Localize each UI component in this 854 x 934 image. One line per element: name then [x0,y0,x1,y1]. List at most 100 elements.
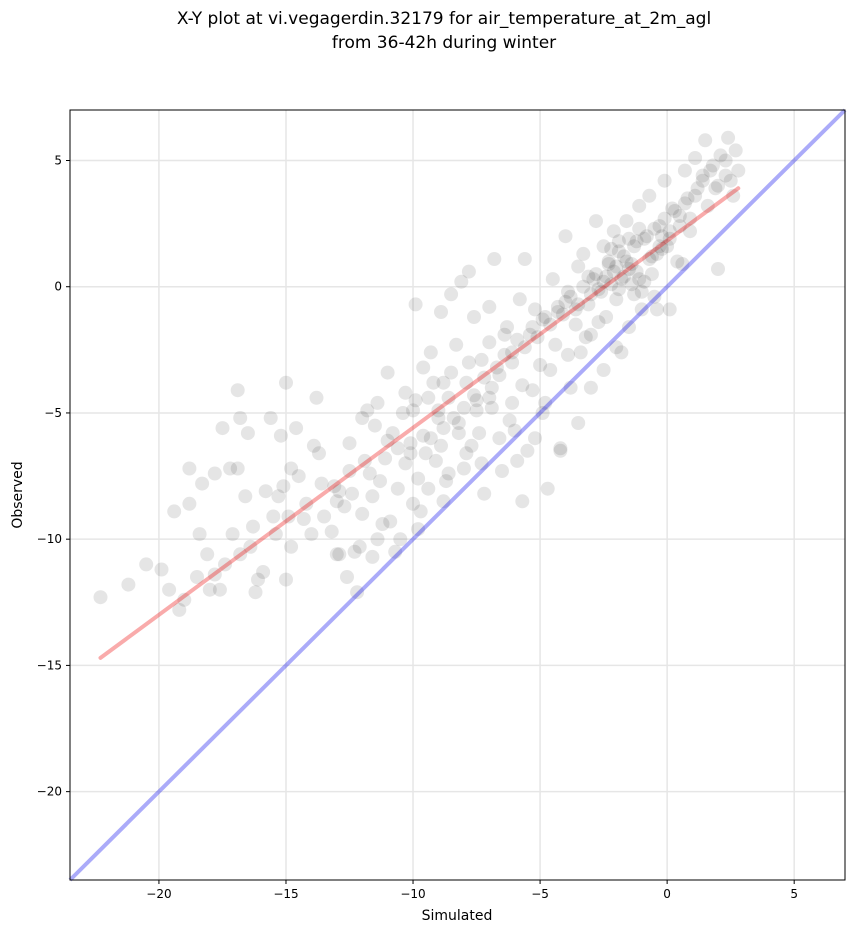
scatter-point [428,453,443,468]
scatter-point [441,466,456,481]
scatter-point [355,411,370,425]
scatter-point [665,201,680,216]
scatter-point [601,254,616,269]
scatter-point [93,590,108,605]
scatter-point [550,305,565,319]
scatter-point [591,315,606,330]
scatter-point [708,181,723,196]
scatter-point [632,198,647,213]
scatter-point [233,547,248,562]
scatter-point [718,168,733,183]
scatter-point [596,239,611,254]
scatter-point [632,221,647,236]
scatter-point [390,441,405,456]
scatter-point [484,380,499,395]
scatter-point [644,249,659,264]
y-tick-label: −10 [37,532,62,546]
scatter-point [467,310,481,324]
scatter-point [502,413,517,428]
scatter-point [413,504,428,519]
scatter-point [195,476,210,491]
scatter-point [207,567,222,582]
scatter-point [167,504,182,519]
scatter-point [461,355,476,370]
scatter-point [726,188,741,203]
scatter-point [553,443,568,458]
scatter-point [139,557,154,572]
x-tick-label: −20 [146,887,171,901]
scatter-point [472,426,487,441]
scatter-point [477,370,492,385]
scatter-point [436,375,451,390]
scatter-point [281,509,296,524]
scatter-point [548,337,563,352]
scatter-point [398,385,413,400]
scatter-point [505,345,520,360]
scatter-point [614,345,629,360]
scatter-point [489,360,504,375]
scatter-point [622,262,636,276]
scatter-point [589,267,603,282]
scatter-point [728,143,743,158]
scatter-point [273,428,288,443]
reference-lines [68,108,847,882]
scatter-point [510,453,525,468]
scatter-point [589,214,603,229]
scatter-point [215,421,230,436]
scatter-point [482,299,497,314]
scatter-point [238,489,253,504]
scatter-point [517,340,532,355]
scatter-point [284,539,299,554]
scatter-point [642,252,657,266]
scatter-point [492,431,507,446]
scatter-point [383,514,398,529]
scatter-point [299,496,314,511]
scatter-point [596,363,611,377]
scatter-point [248,585,263,600]
scatter-point [324,524,339,539]
scatter-point [408,297,423,312]
scatter-point [487,252,502,266]
scatter-point [637,231,652,246]
scatter-point [683,224,697,239]
scatter-point [370,395,385,410]
scatter-point [583,380,598,395]
scatter-point [662,231,677,246]
scatter-point [629,264,644,279]
scatter-point [510,332,525,347]
scatter-point [677,163,692,178]
scatter-point [327,479,342,494]
scatter-point [675,257,690,271]
scatter-point [380,365,395,380]
scatter-point [561,284,575,299]
scatter-point [309,390,324,405]
scatter-point [355,506,370,521]
scatter-point [406,403,420,418]
scatter-point [426,375,441,390]
y-tick-label: 0 [54,280,62,294]
scatter-point [276,479,291,494]
scatter-point [655,229,669,244]
scatter-point [500,320,514,335]
y-tick-label: −5 [44,406,62,420]
scatter-point [688,151,703,165]
scatter-point [312,446,326,461]
scatter-point [459,446,474,461]
scatter-point [634,284,649,299]
scatter-point [723,173,738,188]
scatter-point [550,299,565,314]
scatter-point [606,224,621,239]
scatter-point [624,257,639,271]
scatter-point [436,494,451,509]
scatter-point [451,416,466,430]
scatter-point [497,347,512,362]
x-tick-label: −15 [273,887,298,901]
scatter-point [591,282,606,297]
scatter-point [406,496,420,511]
scatter-point [672,209,687,223]
scatter-point [528,302,542,317]
scatter-point [492,368,507,383]
scatter-point [507,423,522,438]
scatter-point [398,456,413,471]
scatter-point [497,327,512,342]
